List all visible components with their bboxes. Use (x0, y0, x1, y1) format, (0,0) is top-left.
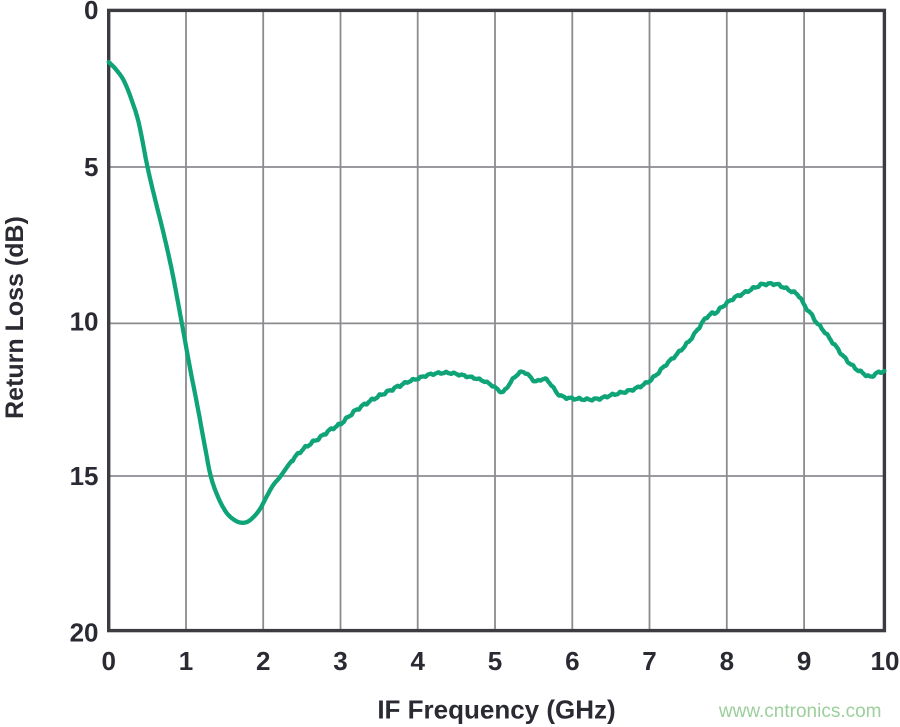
svg-text:20: 20 (70, 617, 99, 647)
svg-text:4: 4 (410, 646, 425, 676)
svg-text:8: 8 (720, 646, 734, 676)
svg-text:15: 15 (70, 461, 99, 491)
svg-text:1: 1 (179, 646, 193, 676)
svg-text:6: 6 (565, 646, 579, 676)
svg-text:3: 3 (333, 646, 347, 676)
svg-text:5: 5 (488, 646, 502, 676)
svg-text:0: 0 (84, 0, 98, 25)
svg-text:Return Loss (dB): Return Loss (dB) (1, 216, 29, 419)
svg-text:5: 5 (84, 152, 98, 182)
svg-text:2: 2 (256, 646, 270, 676)
svg-text:10: 10 (871, 646, 900, 676)
svg-text:9: 9 (797, 646, 811, 676)
svg-text:7: 7 (642, 646, 656, 676)
svg-text:10: 10 (70, 306, 99, 336)
svg-text:www.cntronics.com: www.cntronics.com (718, 701, 882, 722)
svg-text:0: 0 (101, 646, 115, 676)
svg-text:IF Frequency (GHz): IF Frequency (GHz) (377, 695, 615, 725)
